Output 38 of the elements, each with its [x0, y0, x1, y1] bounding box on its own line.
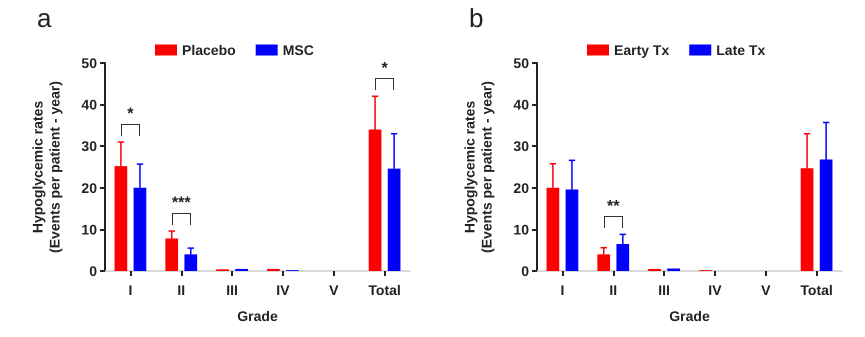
x-tick-label: III: [658, 282, 670, 298]
y-tick-label: 40: [81, 96, 98, 113]
y-tick-label: 20: [81, 180, 98, 196]
y-tick-label: 30: [513, 138, 530, 154]
annotation: *: [127, 106, 134, 123]
x-tick-label: II: [609, 282, 618, 298]
y-tick-label: 10: [81, 221, 98, 238]
y-tick-label: 50: [81, 55, 98, 71]
legend-label: MSC: [282, 42, 314, 58]
x-tick-label: IV: [708, 282, 722, 298]
y-tick-label: 0: [89, 263, 98, 279]
legend-label: Placebo: [182, 42, 236, 58]
x-tick-label: V: [761, 282, 772, 298]
y-tick-label: 10: [513, 221, 530, 238]
x-tick-label: I: [128, 282, 132, 298]
x-tick-label: IV: [276, 282, 290, 298]
legend-label: Late Tx: [716, 42, 766, 58]
x-tick-label: II: [177, 282, 186, 298]
y-tick-label: 0: [521, 263, 530, 279]
y-axis-title: Hypoglycemic rates (Events per patient - year): [30, 81, 62, 253]
annotation: ***: [172, 194, 192, 212]
x-tick-label: Total: [368, 282, 401, 298]
annotation: *: [381, 60, 388, 77]
y-tick-label: 40: [513, 96, 530, 113]
y-tick-label: 50: [513, 55, 530, 71]
x-tick-label: III: [226, 282, 238, 298]
annotation: **: [607, 198, 620, 215]
legend-label: Earty Tx: [614, 42, 670, 58]
x-tick-label: Total: [800, 282, 833, 298]
x-axis-title: Grade: [669, 308, 710, 324]
x-tick-label: I: [560, 282, 564, 298]
x-axis-title: Grade: [237, 308, 278, 324]
x-tick-label: V: [329, 282, 340, 298]
y-tick-label: 30: [81, 138, 98, 154]
y-axis-title: Hypoglycemic rates (Events per patient - year): [462, 81, 494, 253]
chart-title: a: [37, 3, 52, 33]
y-tick-label: 20: [513, 180, 530, 196]
chart-title: b: [469, 3, 484, 33]
